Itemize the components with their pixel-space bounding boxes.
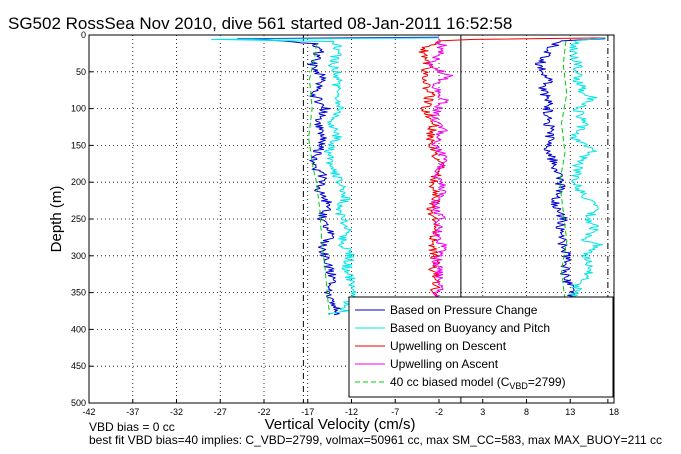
data-series bbox=[211, 36, 606, 316]
y-tick-label: 300 bbox=[71, 251, 86, 261]
x-tick-label: -12 bbox=[345, 407, 358, 417]
y-tick-label: 0 bbox=[81, 30, 86, 40]
x-axis-label: Vertical Velocity (cm/s) bbox=[265, 416, 416, 433]
y-tick-label: 100 bbox=[71, 104, 86, 114]
legend-label-model: 40 cc biased model (CVBD=2799) bbox=[390, 375, 566, 391]
x-tick-label: -42 bbox=[82, 407, 95, 417]
chart-title: SG502 RossSea Nov 2010, dive 561 started… bbox=[8, 14, 512, 33]
series-line bbox=[308, 43, 331, 315]
grid-lines bbox=[89, 35, 614, 403]
x-tick-label: 18 bbox=[609, 407, 619, 417]
legend-label-descent: Upwelling on Descent bbox=[390, 339, 507, 353]
legend-label-model-prefix: 40 cc biased model (C bbox=[390, 375, 510, 389]
x-tick-label: -27 bbox=[214, 407, 227, 417]
legend-label-ascent: Upwelling on Ascent bbox=[390, 357, 499, 371]
y-tick-label: 250 bbox=[71, 214, 86, 224]
series-line bbox=[568, 37, 606, 301]
series-line bbox=[237, 36, 440, 316]
legend-label-model-sub: VBD bbox=[509, 381, 528, 391]
x-tick-label: -2 bbox=[435, 407, 443, 417]
x-tick-label: -22 bbox=[257, 407, 270, 417]
legend-box bbox=[348, 296, 614, 398]
legend-label-model-suffix: =2799) bbox=[528, 375, 566, 389]
legend-label-buoyancy: Based on Buoyancy and Pitch bbox=[390, 321, 550, 335]
x-tick-labels: -42 -37 -32 -27 -22 -17 -12 -7 -2 3 8 13 18 bbox=[82, 399, 619, 417]
x-tick-label: -17 bbox=[301, 407, 314, 417]
footer-line-2: best fit VBD bias=40 implies: C_VBD=2799… bbox=[89, 433, 662, 447]
y-tick-label: 400 bbox=[71, 324, 86, 334]
y-axis-label: Depth (m) bbox=[48, 186, 65, 253]
y-tick-label: 500 bbox=[71, 398, 86, 408]
y-tick-labels: 0 50 100 150 200 250 300 350 400 450 500 bbox=[71, 30, 93, 408]
footer-line-1: VBD bias = 0 cc bbox=[89, 420, 175, 434]
legend: Based on Pressure Change Based on Buoyan… bbox=[348, 296, 614, 398]
series-line bbox=[427, 38, 454, 301]
legend-label-pressure: Based on Pressure Change bbox=[390, 303, 538, 317]
series-line bbox=[559, 40, 568, 301]
x-tick-label: 8 bbox=[524, 407, 529, 417]
x-tick-label: -37 bbox=[126, 407, 139, 417]
y-tick-label: 50 bbox=[76, 67, 86, 77]
x-tick-label: 3 bbox=[480, 407, 485, 417]
series-line bbox=[535, 38, 606, 301]
x-tick-label: -32 bbox=[170, 407, 183, 417]
y-tick-label: 200 bbox=[71, 177, 86, 187]
x-tick-label: 13 bbox=[565, 407, 575, 417]
y-tick-label: 450 bbox=[71, 361, 86, 371]
series-line bbox=[211, 37, 440, 315]
y-tick-label: 350 bbox=[71, 288, 86, 298]
y-tick-label: 150 bbox=[71, 140, 86, 150]
x-tick-label: -7 bbox=[391, 407, 399, 417]
